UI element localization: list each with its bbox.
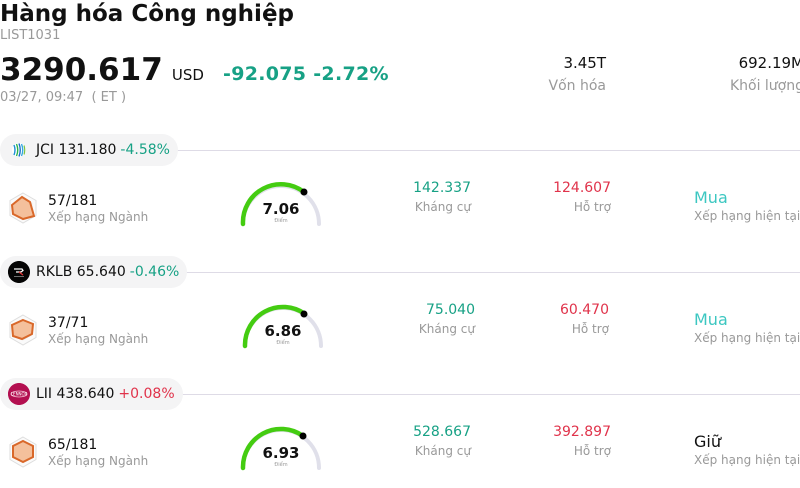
currency: USD xyxy=(171,66,204,84)
score-value: 6.93 xyxy=(262,444,300,462)
volume-label: Khối lượng xyxy=(729,78,800,94)
stock-row-lii: 65/181 Xếp hạng Ngành 6.93 Điểm 528.667 … xyxy=(0,424,800,484)
support-value: 392.897 xyxy=(553,424,611,440)
support-value: 60.470 xyxy=(560,302,609,318)
resistance-value: 75.040 xyxy=(426,302,475,318)
gauge-arc-icon xyxy=(240,181,321,227)
support-value: 124.607 xyxy=(553,180,611,196)
market-cap-stat: 3.45T Vốn hóa xyxy=(520,54,606,95)
score-label: Điểm xyxy=(276,340,290,346)
radar-chart-icon xyxy=(9,192,37,224)
score-gauge: 6.93 Điểm xyxy=(238,424,324,474)
rating-value: Mua xyxy=(694,188,728,207)
rating-value: Mua xyxy=(694,310,728,329)
current-rating: Mua Xếp hạng hiện tại xyxy=(694,310,800,347)
stock-row-jci: 57/181 Xếp hạng Ngành 7.06 Điểm 142.337 … xyxy=(0,180,800,240)
change-percent: +0.08% xyxy=(118,386,175,402)
index-price: 3290.617 xyxy=(0,52,163,88)
rating-label: Xếp hạng hiện tại xyxy=(694,209,800,223)
volume-value: 692.19M xyxy=(738,54,800,72)
stock-header-jci: JCI 131.180 -4.58% xyxy=(0,134,800,166)
support: 60.470 Hỗ trợ xyxy=(518,302,609,338)
resistance: 142.337 Kháng cự xyxy=(380,180,471,216)
score-label: Điểm xyxy=(274,218,288,224)
support-label: Hỗ trợ xyxy=(571,322,609,336)
industry-rank: 37/71 Xếp hạng Ngành xyxy=(48,315,148,347)
change-percent: -0.46% xyxy=(129,264,180,280)
resistance-label: Kháng cự xyxy=(414,444,471,458)
industry-rank-value: 65/181 xyxy=(48,437,98,453)
gauge-arc-icon xyxy=(240,426,321,471)
support: 392.897 Hỗ trợ xyxy=(520,424,611,460)
change-value: -92.075 xyxy=(223,63,307,85)
radar-chart-icon xyxy=(9,436,37,468)
radar-chart-icon xyxy=(9,314,37,346)
score-value: 6.86 xyxy=(264,322,302,340)
rklb-rocket-lab-logo-icon xyxy=(8,261,30,283)
industry-rank-label: Xếp hạng Ngành xyxy=(48,210,149,224)
market-cap-value: 3.45T xyxy=(563,54,606,72)
rating-value: Giữ xyxy=(694,432,721,451)
resistance-label: Kháng cự xyxy=(414,200,471,214)
score-gauge: 6.86 Điểm xyxy=(240,302,326,352)
stock-row-rklb: 37/71 Xếp hạng Ngành 6.86 Điểm 75.040 Kh… xyxy=(0,302,800,362)
ticker: LII 438.640 xyxy=(36,386,115,402)
current-rating: Giữ Xếp hạng hiện tại xyxy=(694,432,800,469)
svg-text:LENNOX: LENNOX xyxy=(11,392,28,397)
resistance: 528.667 Kháng cự xyxy=(380,424,471,460)
industry-rank-value: 37/71 xyxy=(48,315,89,331)
stock-pill-lii[interactable]: LENNOX LII 438.640 +0.08% xyxy=(0,378,183,410)
score-value: 7.06 xyxy=(262,200,300,218)
resistance: 75.040 Kháng cự xyxy=(384,302,475,338)
stock-header-lii: LENNOX LII 438.640 +0.08% xyxy=(0,378,800,410)
resistance-value: 528.667 xyxy=(413,424,471,440)
score-gauge: 7.06 Điểm xyxy=(238,180,324,230)
score-label: Điểm xyxy=(274,462,288,468)
stock-pill-rklb[interactable]: RKLB 65.640 -0.46% xyxy=(0,256,188,288)
jci-globe-logo-icon xyxy=(8,139,30,161)
lii-lennox-logo-icon: LENNOX xyxy=(8,383,30,405)
list-code: LIST1031 xyxy=(0,28,61,43)
industry-rank-label: Xếp hạng Ngành xyxy=(48,454,149,468)
stock-header-rklb: RKLB 65.640 -0.46% xyxy=(0,256,800,288)
divider xyxy=(186,272,800,273)
volume-stat: 692.19M Khối lượng xyxy=(700,54,800,95)
support-label: Hỗ trợ xyxy=(573,200,611,214)
industry-rank: 65/181 Xếp hạng Ngành xyxy=(48,437,148,469)
rating-label: Xếp hạng hiện tại xyxy=(694,331,800,345)
current-rating: Mua Xếp hạng hiện tại xyxy=(694,188,800,225)
market-cap-label: Vốn hóa xyxy=(548,78,606,94)
gauge-arc-icon xyxy=(242,304,323,349)
stock-pill-jci[interactable]: JCI 131.180 -4.58% xyxy=(0,134,178,166)
support-label: Hỗ trợ xyxy=(573,444,611,458)
support: 124.607 Hỗ trợ xyxy=(520,180,611,216)
price-change: -92.075 -2.72% xyxy=(223,63,389,85)
timestamp: 03/27, 09:47 ( ET ) xyxy=(0,90,127,105)
rating-label: Xếp hạng hiện tại xyxy=(694,453,800,467)
page-title: Hàng hóa Công nghiệp xyxy=(0,1,295,27)
change-percent: -2.72% xyxy=(313,63,389,85)
industry-rank: 57/181 Xếp hạng Ngành xyxy=(48,193,148,225)
price-row: 3290.617 USD -92.075 -2.72% xyxy=(0,52,389,90)
ticker: RKLB 65.640 xyxy=(36,264,126,280)
resistance-label: Kháng cự xyxy=(418,322,475,336)
resistance-value: 142.337 xyxy=(413,180,471,196)
change-percent: -4.58% xyxy=(120,142,170,158)
divider xyxy=(180,394,800,395)
divider xyxy=(170,150,800,151)
industry-rank-label: Xếp hạng Ngành xyxy=(48,332,149,346)
ticker: JCI 131.180 xyxy=(36,142,117,158)
industry-rank-value: 57/181 xyxy=(48,193,98,209)
